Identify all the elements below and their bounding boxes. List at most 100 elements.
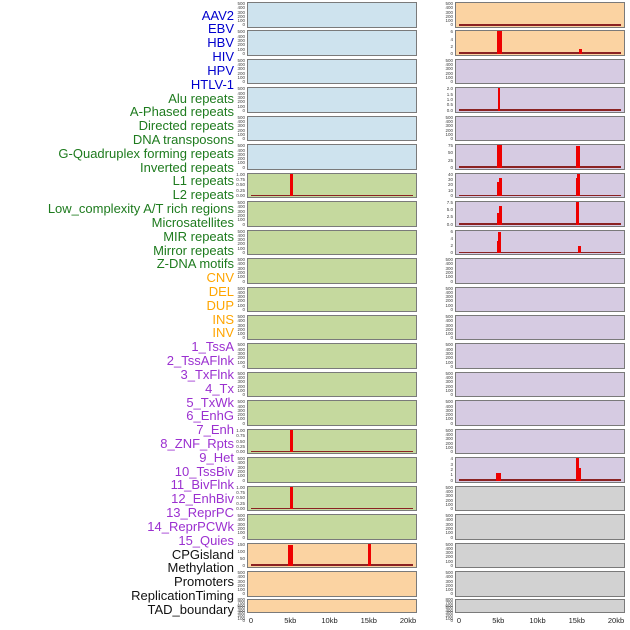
y-axis-ticks: 75 50 25 0 — [433, 144, 455, 170]
y-tick-label: 200 — [445, 13, 453, 19]
track-plot-area — [455, 314, 625, 341]
y-axis-ticks: 500 400 300 200 100 0 — [433, 485, 455, 512]
y-tick-label: 700 — [237, 600, 245, 606]
track-replicationtiming: 500 400 300 200 100 0 — [433, 570, 630, 597]
y-axis-ticks: 500 400 300 200 100 0 — [225, 286, 247, 313]
y-axis-ticks: 1.00 0.75 0.50 0.25 0.00 — [225, 172, 247, 199]
y-axis-ticks: 500 400 300 200 100 0 — [433, 343, 455, 369]
y-tick-label: 0 — [450, 506, 453, 512]
y-tick-label: 4 — [450, 235, 453, 241]
y-tick-label: 300 — [237, 38, 245, 44]
y-tick-label: 2 — [450, 242, 453, 248]
y-tick-label: 0 — [450, 306, 453, 312]
y-tick-label: 6 — [450, 228, 453, 234]
y-tick-label: 400 — [237, 33, 245, 39]
row-label-z-dna-motifs: Z-DNA motifs — [156, 256, 234, 272]
track-l2-repeats: 500 400 300 200 100 0 — [225, 371, 422, 398]
y-tick-label: 0 — [450, 278, 453, 284]
x-axis-tick-label: 5kb — [492, 616, 505, 625]
density-peak — [576, 202, 580, 225]
y-tick-label: 800 — [237, 597, 245, 603]
y-tick-label: 300 — [445, 9, 453, 15]
row-label-mir-repeats: MIR repeats — [163, 228, 234, 244]
y-axis-ticks: 500 400 300 200 100 0 — [433, 400, 455, 426]
y-tick-label: 100 — [237, 46, 245, 52]
row-label-hiv: HIV — [212, 49, 234, 65]
y-axis-ticks: 500 400 300 200 100 0 — [433, 286, 455, 313]
row-label-methylation: Methylation — [167, 560, 234, 576]
y-tick-label: 500 — [237, 456, 245, 462]
y-axis-ticks: 40 30 20 10 0 — [433, 172, 455, 199]
y-tick-label: 0 — [242, 618, 245, 624]
y-tick-label: 100 — [445, 388, 453, 394]
y-tick-label: 300 — [237, 322, 245, 328]
y-tick-label: 300 — [237, 464, 245, 470]
row-label-l1-repeats: L1 repeats — [172, 173, 234, 189]
track-3-txflnk: 500 400 300 200 100 0 — [433, 115, 630, 142]
y-tick-label: 0 — [242, 164, 245, 170]
track-plot-area — [247, 400, 417, 426]
y-tick-label: 0 — [242, 50, 245, 56]
y-tick-label: 0 — [242, 221, 245, 227]
y-tick-label: 300 — [237, 208, 245, 214]
y-tick-label: 300 — [237, 350, 245, 356]
row-label-ebv: EBV — [207, 21, 234, 37]
y-tick-label: 100 — [445, 587, 453, 593]
y-axis-ticks: 500 400 300 200 100 0 — [225, 144, 247, 170]
y-tick-label: 200 — [445, 127, 453, 133]
track-plot-area — [247, 172, 417, 199]
y-tick-label: 6 — [450, 29, 453, 35]
track-plot-area — [247, 428, 417, 455]
signal-baseline — [459, 166, 621, 168]
track-ins: 500 400 300 200 100 0 — [433, 1, 630, 28]
density-peak — [575, 178, 578, 197]
track-microsatellites: 1.00 0.75 0.50 0.25 0.00 — [225, 428, 422, 455]
row-label-hbv: HBV — [207, 35, 234, 51]
y-tick-label: 300 — [445, 493, 453, 499]
track-plot-area — [247, 2, 417, 28]
density-peak — [578, 468, 581, 481]
track-plot-area — [247, 229, 417, 256]
y-axis-ticks: 800 700 600 500 400 300 200 100 0 — [225, 597, 247, 623]
y-tick-label: 300 — [445, 294, 453, 300]
row-label-promoters: Promoters — [174, 574, 234, 590]
y-tick-label: 0 — [242, 79, 245, 85]
y-tick-label: 100 — [237, 274, 245, 280]
signal-baseline — [459, 52, 621, 54]
y-tick-label: 300 — [237, 521, 245, 527]
track-plot-area — [247, 115, 417, 142]
y-tick-label: 2 — [450, 43, 453, 49]
y-tick-label: 0 — [242, 363, 245, 369]
y-tick-label: 200 — [445, 383, 453, 389]
row-label-alu-repeats: Alu repeats — [168, 90, 234, 106]
row-label-replicationtiming: ReplicationTiming — [131, 588, 234, 604]
track-plot-area — [455, 172, 625, 199]
y-tick-label: 100 — [445, 131, 453, 137]
y-tick-label: 400 — [445, 607, 453, 613]
row-label-cnv: CNV — [206, 270, 234, 286]
y-axis-ticks: 500 400 300 200 100 0 — [433, 542, 455, 569]
y-tick-label: 100 — [445, 302, 453, 308]
row-label-13-reprpc: 13_ReprPC — [166, 505, 234, 521]
y-tick-label: 0 — [242, 306, 245, 312]
y-tick-label: 300 — [445, 521, 453, 527]
y-tick-label: 0 — [242, 335, 245, 341]
y-tick-label: 500 — [237, 342, 245, 348]
x-axis-tick-label: 10kb — [321, 616, 338, 625]
track-plot-area — [455, 400, 625, 426]
y-tick-label: 100 — [237, 217, 245, 223]
y-tick-label: 200 — [237, 70, 245, 76]
track-9-het: 500 400 300 200 100 0 — [433, 286, 630, 313]
row-label-3-txflnk: 3_TxFlnk — [180, 366, 234, 382]
track-plot-area — [247, 201, 417, 227]
track-dup: 800 700 600 500 400 300 200 100 0 — [225, 597, 422, 623]
track-plot-area — [455, 144, 625, 170]
y-tick-label: 50 — [239, 555, 245, 561]
y-tick-label: 400 — [445, 289, 453, 295]
y-tick-label: 500 — [237, 143, 245, 149]
y-tick-label: 400 — [445, 403, 453, 409]
signal-baseline — [459, 223, 621, 225]
track-plot-area — [455, 2, 625, 28]
y-tick-label: 4 — [450, 36, 453, 42]
